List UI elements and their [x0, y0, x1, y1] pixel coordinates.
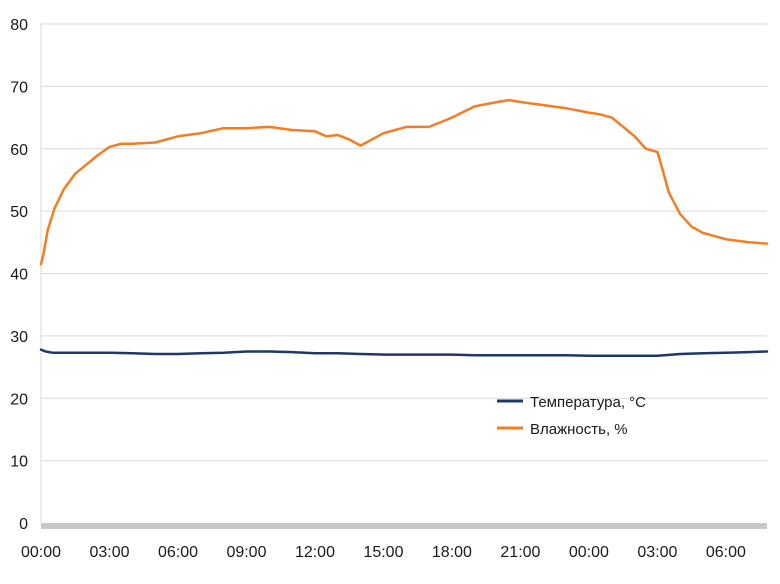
legend-label-temperature: Температура, °C — [530, 394, 646, 411]
y-tick-label: 40 — [10, 267, 28, 284]
x-tick-label: 12:00 — [295, 544, 335, 561]
x-tick-label: 15:00 — [363, 544, 403, 561]
y-tick-label: 10 — [10, 454, 28, 471]
x-tick-label: 06:00 — [706, 544, 746, 561]
y-tick-label: 50 — [10, 204, 28, 221]
y-tick-label: 30 — [10, 329, 28, 346]
y-tick-label: 60 — [10, 142, 28, 159]
x-tick-label: 09:00 — [226, 544, 266, 561]
gridlines — [41, 23, 767, 462]
humidity-line — [39, 98, 769, 266]
x-tick-label: 03:00 — [637, 544, 677, 561]
x-axis-band — [41, 523, 767, 529]
y-tick-label: 80 — [10, 17, 28, 34]
series-lines — [39, 98, 769, 358]
y-tick-label: 70 — [10, 79, 28, 96]
x-tick-label: 00:00 — [21, 544, 61, 561]
x-tick-label: 21:00 — [500, 544, 540, 561]
legend: Температура, °C Влажность, % — [497, 394, 646, 438]
y-tick-label: 20 — [10, 391, 28, 408]
axes: 0 10 20 30 40 50 60 70 80 00:00 03:00 06:00 09:00 12:… — [10, 17, 767, 561]
temperature-line — [39, 348, 769, 358]
x-tick-label: 18:00 — [432, 544, 472, 561]
legend-label-humidity: Влажность, % — [530, 421, 628, 438]
x-tick-label: 03:00 — [89, 544, 129, 561]
y-tick-label: 0 — [19, 516, 28, 533]
x-tick-label: 00:00 — [569, 544, 609, 561]
x-tick-label: 06:00 — [158, 544, 198, 561]
